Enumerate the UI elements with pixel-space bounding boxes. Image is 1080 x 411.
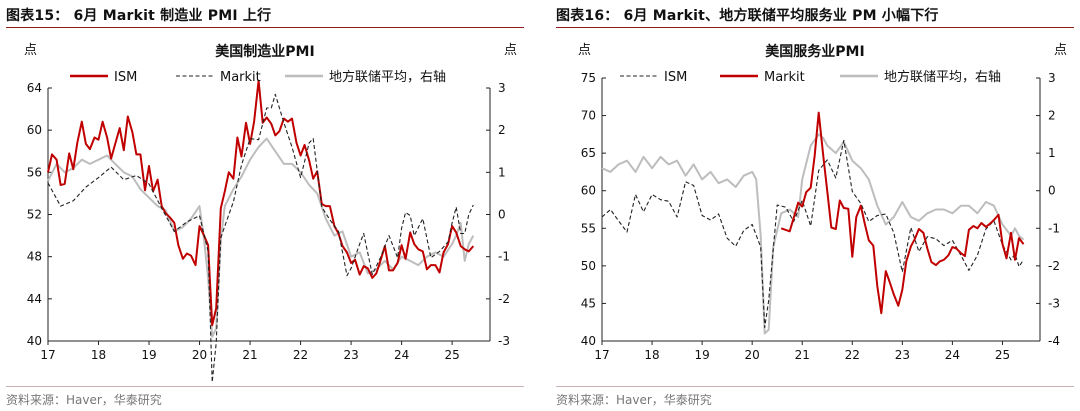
right-y-tick-label: -4	[1048, 334, 1060, 348]
left-axis-unit: 点	[24, 43, 37, 58]
series-line-2	[47, 137, 475, 338]
legend-label-0: ISM	[664, 70, 687, 85]
right-y-tick-label: 1	[1048, 146, 1056, 160]
left-y-tick-label: 70	[581, 109, 596, 123]
right-y-tick-label: -1	[1048, 221, 1060, 235]
x-tick-label: 20	[192, 348, 207, 362]
right-y-tick-label: 1	[498, 165, 506, 179]
left-y-tick-label: 60	[27, 123, 42, 137]
x-tick-label: 22	[293, 348, 308, 362]
x-tick-label: 17	[40, 348, 55, 362]
x-tick-label: 24	[945, 348, 960, 362]
left-y-tick-label: 60	[581, 184, 596, 198]
x-tick-label: 21	[242, 348, 257, 362]
legend-label-1: Markit	[220, 70, 261, 85]
left-y-tick-label: 40	[27, 334, 42, 348]
right-y-tick-label: 2	[498, 123, 506, 137]
figure-15-source: 资料来源：Haver，华泰研究	[6, 393, 162, 407]
left-y-tick-label: 52	[27, 208, 42, 222]
x-tick-label: 25	[444, 348, 459, 362]
left-y-tick-label: 65	[581, 146, 596, 160]
right-y-tick-label: -2	[1048, 259, 1060, 273]
right-y-tick-label: 0	[1048, 184, 1056, 198]
left-y-tick-label: 44	[27, 292, 42, 306]
series-line-1	[780, 111, 1025, 315]
left-y-tick-label: 56	[27, 165, 42, 179]
x-tick-label: 20	[745, 348, 760, 362]
right-y-tick-label: 2	[1048, 109, 1056, 123]
x-tick-label: 18	[644, 348, 659, 362]
x-tick-label: 23	[895, 348, 910, 362]
left-y-tick-label: 48	[27, 250, 42, 264]
series-line-0	[47, 79, 475, 327]
chart-title: 美国服务业PMI	[765, 43, 864, 60]
left-y-tick-label: 75	[581, 71, 596, 85]
left-y-tick-label: 55	[581, 221, 596, 235]
x-tick-label: 24	[394, 348, 409, 362]
legend-label-2: 地方联储平均，右轴	[329, 69, 446, 85]
left-y-tick-label: 40	[581, 334, 596, 348]
right-y-tick-label: -2	[498, 292, 510, 306]
right-y-tick-label: -3	[1048, 296, 1060, 310]
right-y-tick-label: -3	[498, 334, 510, 348]
x-tick-label: 19	[694, 348, 709, 362]
left-y-tick-label: 45	[581, 296, 596, 310]
right-y-tick-label: -1	[498, 250, 510, 264]
figure-15-source-rule	[6, 386, 524, 387]
legend-label-1: Markit	[764, 70, 805, 85]
right-y-tick-label: 3	[1048, 71, 1056, 85]
series-line-2	[601, 133, 1025, 335]
series-line-0	[601, 139, 1024, 329]
left-y-tick-label: 50	[581, 259, 596, 273]
left-axis-unit: 点	[578, 43, 591, 58]
legend-label-0: ISM	[114, 70, 137, 85]
left-y-tick-label: 64	[27, 81, 42, 95]
right-axis-unit: 点	[1054, 43, 1067, 58]
figure-16-title-rule	[556, 27, 1074, 28]
x-tick-label: 18	[91, 348, 106, 362]
figure-15-title-rule	[6, 27, 524, 28]
chart-title: 美国制造业PMI	[215, 43, 314, 60]
figure-15-title: 图表15： 6月 Markit 制造业 PMI 上行	[6, 8, 272, 24]
figure-16-source: 资料来源：Haver，华泰研究	[556, 393, 712, 407]
x-tick-label: 25	[995, 348, 1010, 362]
x-tick-label: 22	[845, 348, 860, 362]
series-line-1	[47, 93, 474, 383]
right-axis-unit: 点	[504, 43, 517, 58]
right-y-tick-label: 0	[498, 208, 506, 222]
figure-16-source-rule	[556, 386, 1074, 387]
x-tick-label: 19	[141, 348, 156, 362]
right-y-tick-label: 3	[498, 81, 506, 95]
x-tick-label: 21	[795, 348, 810, 362]
x-tick-label: 17	[594, 348, 609, 362]
figure-16-title: 图表16： 6月 Markit、地方联储平均服务业 PM 小幅下行	[556, 8, 939, 24]
x-tick-label: 23	[343, 348, 358, 362]
legend-label-2: 地方联储平均，右轴	[884, 69, 1001, 85]
